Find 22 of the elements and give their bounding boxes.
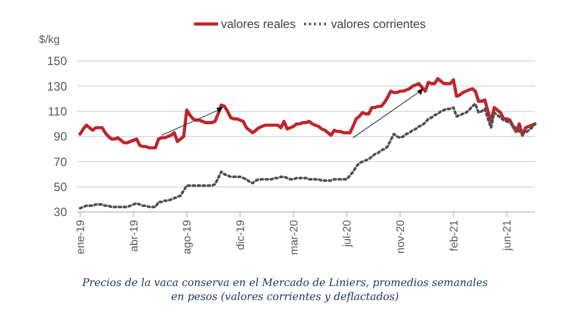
y-tick-label: 90 <box>54 130 68 144</box>
y-tick-label: 70 <box>54 154 68 169</box>
x-tick-label: mar-20 <box>288 220 300 255</box>
line-series <box>78 102 536 210</box>
x-tick-label: nov-20 <box>394 220 407 254</box>
y-tick-label: 150 <box>46 54 68 68</box>
x-tick-label: jun-21 <box>502 220 514 252</box>
y-tick-label: 30 <box>54 205 68 220</box>
legend-label: valores corrientes <box>331 17 426 32</box>
legend-label: valores reales <box>221 17 296 32</box>
x-tick-label: feb-21 <box>448 220 460 252</box>
x-tick-label: jul-20 <box>342 220 354 248</box>
y-tick-label: 110 <box>48 104 68 119</box>
text: Precios de la vaca conserva en el Mercado de Liniers, promedios semanales en pesos (valores corrientes y deflactados) <box>81 276 489 304</box>
y-axis-title: $/kg <box>39 34 60 46</box>
x-tick-label: abr-19 <box>128 220 140 252</box>
x-tick-label: ago-19 <box>182 220 194 254</box>
x-tick-label: ene-19 <box>74 220 87 254</box>
y-tick-label: 130 <box>46 79 68 94</box>
x-tick-label: dic-19 <box>234 220 247 250</box>
y-tick-label: 50 <box>54 180 68 194</box>
line-series <box>78 77 537 150</box>
